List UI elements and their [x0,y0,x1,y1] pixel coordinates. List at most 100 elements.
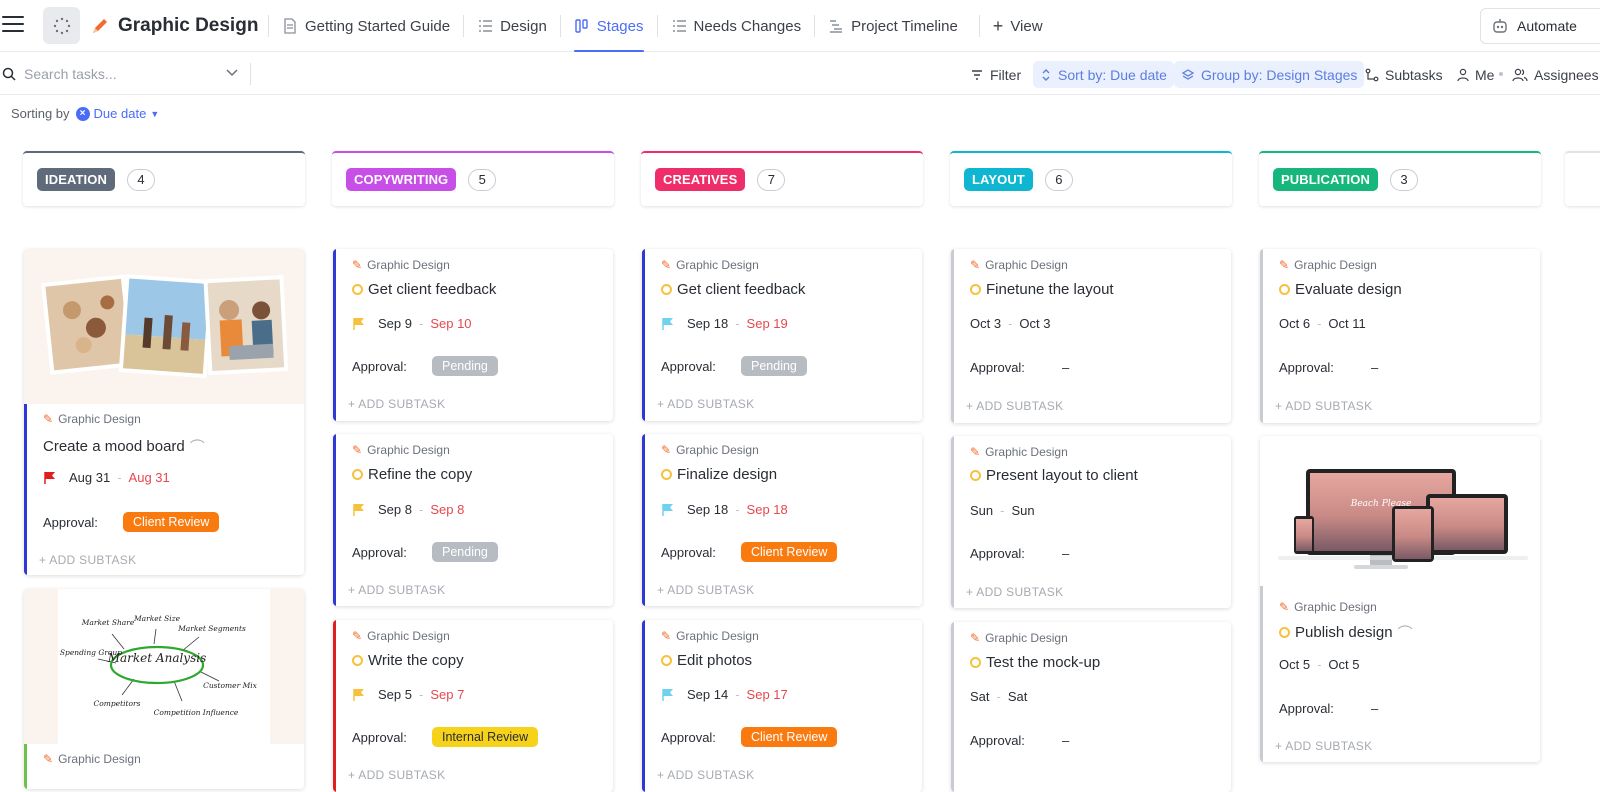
approval-status[interactable]: – [1371,701,1379,716]
sort-chip[interactable]: × Due date ▼ [75,106,159,121]
add-subtask-button[interactable]: + ADD SUBTASK [1275,399,1373,413]
menu-icon[interactable] [2,16,24,34]
column-header[interactable]: IDEATION 4 [23,151,305,206]
task-dates[interactable]: Sat - Sat [970,689,1028,704]
task-card[interactable]: ✎ Graphic Design Create a mood board ⌒ Aug… [24,249,304,575]
add-subtask-button[interactable]: + ADD SUBTASK [657,768,755,782]
task-card[interactable]: ✎ Graphic Design Refine the copy Sep 8- Se… [333,434,613,606]
task-dates[interactable]: Sep 14- Sep 17 [661,687,788,702]
status-icon[interactable] [970,470,981,481]
task-title[interactable]: Create a mood board ⌒ [43,438,205,456]
clear-sort-icon[interactable]: × [75,106,90,121]
task-card[interactable]: ✎ Graphic Design Edit photos Sep 14- Sep 1… [642,620,922,792]
list-breadcrumb[interactable]: ✎ Graphic Design [970,258,1068,272]
priority-flag-icon[interactable] [661,688,674,702]
filter-button[interactable]: Filter [963,61,1028,88]
task-dates[interactable]: Aug 31- Aug 31 [43,470,170,485]
approval-status[interactable]: – [1062,733,1070,748]
status-icon[interactable] [661,469,672,480]
task-title[interactable]: Publish design ⌒ [1279,622,1413,643]
status-icon[interactable] [970,284,981,295]
task-card[interactable]: Beach Please ✎ Graphic Design Publish des… [1260,436,1540,762]
column-header[interactable]: PUBLICATION 3 [1259,151,1541,206]
approval-status[interactable]: Pending [432,542,498,562]
task-dates[interactable]: Oct 6- Oct 11 [1279,316,1366,331]
task-dates[interactable]: Sep 8- Sep 8 [352,502,464,517]
add-view-button[interactable]: + View [992,16,1043,36]
list-breadcrumb[interactable]: ✎ Graphic Design [1279,600,1377,614]
automate-button[interactable]: Automate [1480,8,1600,44]
task-card[interactable]: ✎ Graphic Design Get client feedback Sep … [642,249,922,421]
status-icon[interactable] [352,469,363,480]
add-subtask-button[interactable]: + ADD SUBTASK [966,399,1064,413]
tab-getting-started-guide[interactable]: Getting Started Guide [269,0,463,52]
add-subtask-button[interactable]: + ADD SUBTASK [657,397,755,411]
status-icon[interactable] [352,284,363,295]
tab-stages[interactable]: Stages [561,0,657,52]
list-breadcrumb[interactable]: ✎ Graphic Design [352,443,450,457]
status-icon[interactable] [352,655,363,666]
task-card[interactable]: Market Analysis Market Share Market Size… [24,589,304,789]
list-breadcrumb[interactable]: ✎ Graphic Design [970,445,1068,459]
tab-project-timeline[interactable]: Project Timeline [815,0,971,52]
task-title[interactable]: Write the copy [352,652,464,669]
list-breadcrumb[interactable]: ✎ Graphic Design [352,258,450,272]
list-breadcrumb[interactable]: ✎ Graphic Design [43,412,141,426]
approval-status[interactable]: – [1062,360,1070,375]
me-filter-button[interactable]: Me [1450,61,1501,88]
list-breadcrumb[interactable]: ✎ Graphic Design [661,443,759,457]
list-breadcrumb[interactable]: ✎ Graphic Design [661,629,759,643]
task-card[interactable]: ✎ Graphic Design Finalize design Sep 18- S… [642,434,922,606]
add-subtask-button[interactable]: + ADD SUBTASK [348,768,446,782]
add-subtask-button[interactable]: + ADD SUBTASK [1275,739,1373,753]
group-by-button[interactable]: Group by: Design Stages [1174,61,1365,88]
priority-flag-icon[interactable] [352,688,365,702]
task-dates[interactable]: Sep 18- Sep 19 [661,316,788,331]
add-subtask-button[interactable]: + ADD SUBTASK [39,553,137,567]
list-breadcrumb[interactable]: ✎ Graphic Design [661,258,759,272]
approval-status[interactable]: Client Review [123,512,220,532]
approval-status[interactable]: – [1371,360,1379,375]
task-dates[interactable]: Sep 5- Sep 7 [352,687,464,702]
task-dates[interactable]: Oct 3- Oct 3 [970,316,1051,331]
status-icon[interactable] [1279,284,1290,295]
priority-flag-icon[interactable] [661,317,674,331]
task-card[interactable]: ✎ Graphic Design Test the mock-up Sat - Sat… [951,622,1231,792]
tab-needs-changes[interactable]: Needs Changes [658,0,815,52]
approval-status[interactable]: Internal Review [432,727,539,747]
list-breadcrumb[interactable]: ✎ Graphic Design [1279,258,1377,272]
task-card[interactable]: ✎ Graphic Design Finetune the layout Oct … [951,249,1231,423]
task-title[interactable]: Test the mock-up [970,654,1100,671]
task-dates[interactable]: Sun - Sun [970,503,1035,518]
priority-flag-icon[interactable] [352,503,365,517]
task-title[interactable]: Get client feedback [661,281,805,298]
approval-status[interactable]: Pending [741,356,807,376]
status-icon[interactable] [661,655,672,666]
task-dates[interactable]: Sep 18- Sep 18 [661,502,788,517]
status-icon[interactable] [970,657,981,668]
task-dates[interactable]: Sep 9- Sep 10 [352,316,472,331]
list-breadcrumb[interactable]: ✎ Graphic Design [43,752,141,766]
task-card[interactable]: ✎ Graphic Design Get client feedback Sep … [333,249,613,421]
chevron-down-icon[interactable] [225,65,239,79]
add-subtask-button[interactable]: + ADD SUBTASK [657,583,755,597]
subtasks-button[interactable]: Subtasks [1358,61,1450,88]
task-title[interactable]: Edit photos [661,652,752,669]
column-header[interactable]: CREATIVES 7 [641,151,923,206]
list-breadcrumb[interactable]: ✎ Graphic Design [352,629,450,643]
add-subtask-button[interactable]: + ADD SUBTASK [348,397,446,411]
tab-design[interactable]: Design [464,0,560,52]
sort-button[interactable]: Sort by: Due date [1033,61,1174,88]
assignees-button[interactable]: Assignees [1505,61,1600,88]
priority-flag-icon[interactable] [661,503,674,517]
column-header[interactable]: LAYOUT 6 [950,151,1232,206]
status-icon[interactable] [1279,627,1290,638]
task-card[interactable]: ✎ Graphic Design Present layout to client… [951,436,1231,608]
approval-status[interactable]: Pending [432,356,498,376]
add-subtask-button[interactable]: + ADD SUBTASK [966,585,1064,599]
task-card[interactable]: ✎ Graphic Design Evaluate design Oct 6- Oc… [1260,249,1540,423]
add-subtask-button[interactable]: + ADD SUBTASK [348,583,446,597]
task-title[interactable]: Finalize design [661,466,777,483]
task-title[interactable]: Get client feedback [352,281,496,298]
task-dates[interactable]: Oct 5- Oct 5 [1279,657,1360,672]
